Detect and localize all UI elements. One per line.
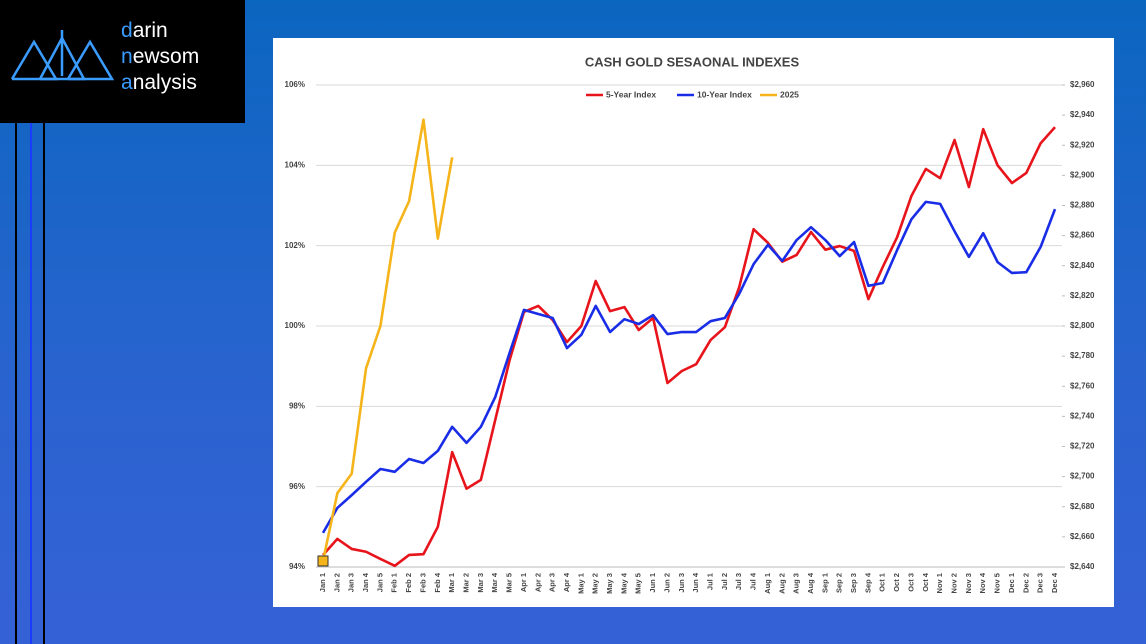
x-tick-label: Feb 2 — [404, 573, 413, 593]
x-tick-label: Jun 4 — [691, 572, 700, 592]
y-tick-label: 102% — [285, 241, 305, 250]
x-tick-label: Feb 4 — [433, 572, 442, 592]
x-tick-label: Jul 4 — [749, 572, 758, 590]
y2-tick-label: $2,880 — [1070, 201, 1095, 210]
x-tick-label: Feb 3 — [418, 573, 427, 593]
x-tick-label: Jan 4 — [361, 572, 370, 592]
y-tick-label: 94% — [289, 562, 305, 571]
x-tick-label: May 5 — [634, 573, 643, 594]
y-tick-label: 96% — [289, 482, 305, 491]
x-tick-label: Dec 1 — [1007, 573, 1016, 593]
x-tick-label: Oct 4 — [921, 572, 930, 592]
x-tick-label: Nov 5 — [993, 573, 1002, 593]
chart-panel: CASH GOLD SESAONAL INDEXES 94% 96% 98% 100%… — [273, 38, 1114, 607]
x-tick-label: Mar 3 — [476, 573, 485, 593]
logo-word: darin — [121, 19, 168, 42]
x-tick-label: Feb 1 — [390, 573, 399, 593]
x-tick-label: Mar 4 — [490, 572, 499, 592]
y2-tick-label: $2,840 — [1070, 261, 1095, 270]
chart-title: CASH GOLD SESAONAL INDEXES — [585, 54, 800, 69]
x-tick-label: May 2 — [591, 573, 600, 594]
x-tick-label: Aug 2 — [777, 573, 786, 594]
x-tick-label: Jan 5 — [375, 573, 384, 592]
x-tick-label: Sep 2 — [835, 573, 844, 593]
x-tick-label: Dec 2 — [1021, 573, 1030, 593]
x-tick-label: Oct 2 — [892, 573, 901, 592]
x-tick-label: Mar 1 — [447, 573, 456, 593]
y2-tick-label: $2,740 — [1070, 411, 1095, 420]
x-tick-label: Apr 3 — [548, 573, 557, 592]
y2-tick-label: $2,940 — [1070, 110, 1095, 119]
x-tick-label: Aug 4 — [806, 572, 815, 594]
legend-label: 5-Year Index — [606, 89, 656, 99]
x-tick-label: Dec 4 — [1050, 572, 1059, 593]
x-tick-label: Aug 1 — [763, 573, 772, 594]
x-tick-label: Jul 3 — [734, 573, 743, 590]
y2-tick-label: $2,960 — [1070, 80, 1095, 89]
x-tick-label: Apr 2 — [533, 573, 542, 592]
logo-word: newsom — [121, 45, 200, 68]
x-tick-label: Apr 1 — [519, 573, 528, 592]
x-tick-label: Sep 3 — [849, 573, 858, 593]
x-tick-label: Nov 4 — [978, 572, 987, 593]
x-tick-label: Mar 2 — [462, 573, 471, 593]
chart: CASH GOLD SESAONAL INDEXES 94% 96% 98% 100%… — [285, 54, 1095, 594]
y2-tick-label: $2,680 — [1070, 502, 1095, 511]
x-tick-label: May 4 — [619, 572, 628, 594]
x-tick-label: Sep 4 — [863, 572, 872, 593]
y2-tick-label: $2,720 — [1070, 442, 1095, 451]
decor-line — [15, 123, 17, 644]
y2-tick-label: $2,800 — [1070, 321, 1095, 330]
x-tick-label: May 1 — [576, 573, 585, 594]
y2-tick-label: $2,640 — [1070, 562, 1095, 571]
x-tick-label: Nov 3 — [964, 573, 973, 593]
logo-word: analysis — [121, 71, 197, 94]
y-tick-label: 100% — [285, 321, 305, 330]
x-tick-label: Jan 1 — [318, 573, 327, 592]
y2-tick-label: $2,660 — [1070, 532, 1095, 541]
y2-tick-label: $2,860 — [1070, 231, 1095, 240]
x-tick-label: Nov 2 — [950, 573, 959, 593]
x-tick-label: Aug 3 — [792, 573, 801, 594]
x-tick-label: Jun 1 — [648, 573, 657, 593]
decor-line — [43, 123, 45, 644]
x-tick-label: Jun 3 — [677, 573, 686, 593]
x-tick-label: Mar 5 — [505, 573, 514, 593]
legend-label: 10-Year Index — [697, 89, 752, 99]
y2-tick-label: $2,920 — [1070, 140, 1095, 149]
logo-icon — [10, 30, 115, 81]
point-marker — [317, 555, 329, 567]
x-tick-label: Apr 4 — [562, 572, 571, 592]
y2-tick-label: $2,760 — [1070, 381, 1095, 390]
series-line — [321, 200, 1057, 534]
x-tick-label: Jul 1 — [706, 573, 715, 590]
x-tick-label: Jun 2 — [662, 573, 671, 593]
y2-tick-label: $2,780 — [1070, 351, 1095, 360]
x-tick-label: Oct 1 — [878, 573, 887, 592]
x-tick-label: Jan 3 — [347, 573, 356, 592]
legend-label: 2025 — [780, 89, 799, 99]
decor-line — [30, 123, 32, 644]
x-tick-label: Jan 2 — [332, 573, 341, 592]
x-tick-label: Sep 1 — [820, 573, 829, 593]
x-tick-label: Nov 1 — [935, 573, 944, 593]
x-tick-label: Oct 3 — [906, 573, 915, 592]
series-line — [322, 126, 1056, 568]
series-line — [321, 118, 454, 562]
y-tick-label: 98% — [289, 401, 305, 410]
y-tick-label: 104% — [285, 160, 305, 169]
y2-tick-label: $2,700 — [1070, 472, 1095, 481]
x-tick-label: Jul 2 — [720, 573, 729, 590]
y2-tick-label: $2,900 — [1070, 170, 1095, 179]
x-tick-label: Dec 3 — [1036, 573, 1045, 593]
logo: darin newsom analysis — [0, 0, 245, 123]
y2-tick-label: $2,820 — [1070, 291, 1095, 300]
y-tick-label: 106% — [285, 80, 305, 89]
x-tick-label: May 3 — [605, 573, 614, 594]
